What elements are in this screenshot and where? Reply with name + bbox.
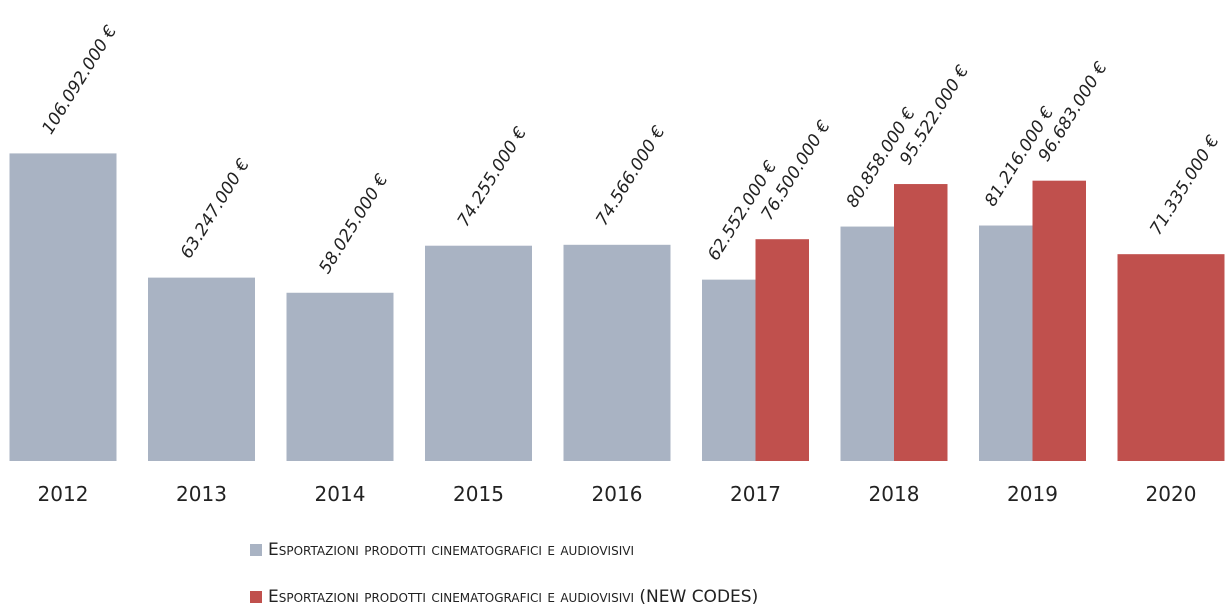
bar: [979, 225, 1033, 461]
value-label: 63.247.000 €: [177, 155, 254, 262]
legend-swatch: [250, 591, 262, 603]
value-label: 106.092.000 €: [38, 22, 121, 138]
value-label: 71.335.000 €: [1146, 132, 1223, 239]
bar: [894, 184, 948, 462]
x-tick-label: 2016: [592, 482, 643, 506]
x-tick-label: 2019: [1007, 482, 1058, 506]
bar: [702, 279, 756, 461]
bar: [9, 153, 117, 462]
legend-label: Esportazioni prodotti cinematografici e …: [268, 587, 758, 607]
bar: [840, 226, 894, 461]
x-tick-label: 2020: [1146, 482, 1197, 506]
bar: [755, 239, 809, 461]
bar: [148, 277, 255, 461]
bar: [1117, 254, 1225, 461]
x-tick-label: 2012: [38, 482, 89, 506]
value-label: 74.566.000 €: [592, 122, 669, 229]
bar: [286, 292, 394, 461]
legend-label: Esportazioni prodotti cinematografici e …: [268, 540, 634, 560]
legend-swatch: [250, 544, 262, 556]
x-tick-label: 2017: [730, 482, 781, 506]
bar: [425, 245, 532, 461]
value-label: 58.025.000 €: [315, 170, 392, 277]
x-tick-label: 2018: [869, 482, 920, 506]
x-tick-label: 2015: [453, 482, 504, 506]
x-tick-label: 2014: [315, 482, 366, 506]
value-label: 74.255.000 €: [454, 123, 531, 230]
x-tick-label: 2013: [176, 482, 227, 506]
bar: [1032, 180, 1086, 461]
bar: [563, 244, 671, 461]
